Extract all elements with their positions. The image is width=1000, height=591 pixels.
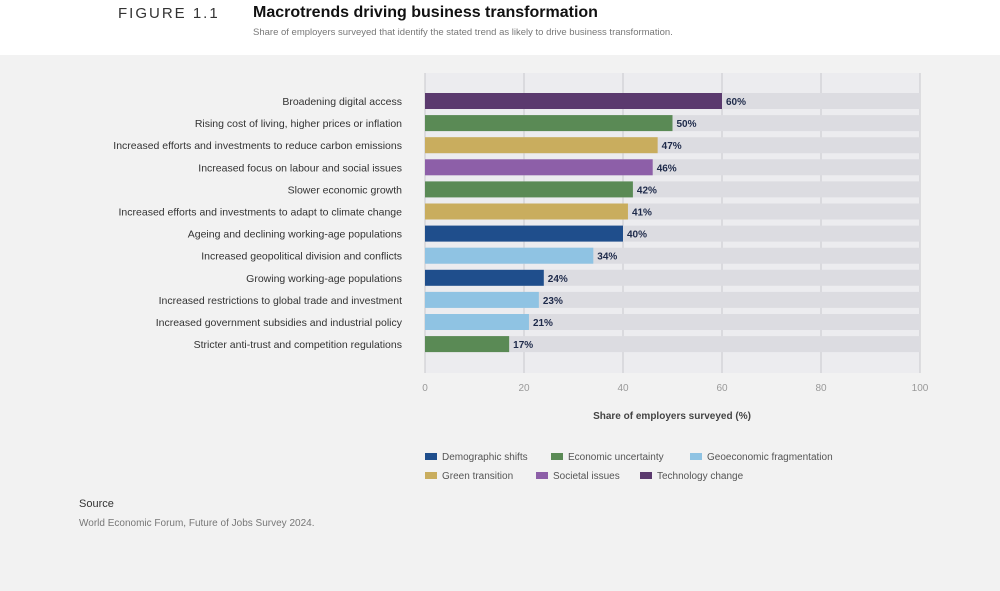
- legend-label: Geoeconomic fragmentation: [707, 452, 833, 463]
- source-heading: Source: [79, 498, 114, 510]
- category-label: Growing working-age populations: [246, 273, 402, 285]
- category-label: Stricter anti-trust and competition regu…: [194, 339, 402, 351]
- bar: [425, 336, 510, 353]
- bar: [425, 225, 623, 242]
- legend-swatch: [425, 453, 437, 460]
- figure-header: FIGURE 1.1 Macrotrends driving business …: [0, 0, 1000, 55]
- bar-track: [425, 291, 920, 308]
- data-label: 60%: [726, 97, 746, 108]
- bar: [425, 314, 529, 330]
- bar: [425, 269, 544, 286]
- x-tick-label: 20: [518, 383, 530, 394]
- legend-label: Societal issues: [553, 471, 620, 482]
- data-label: 21%: [533, 318, 553, 329]
- legend-swatch: [551, 453, 563, 460]
- bar-track: [425, 269, 920, 286]
- chart-panel: 0 20 40 60 80 100 Broadening digital access 60%…: [0, 55, 1000, 591]
- data-label: 50%: [677, 119, 697, 130]
- category-label: Ageing and declining working-age populat…: [188, 229, 402, 241]
- category-label: Increased focus on labour and social iss…: [198, 162, 402, 174]
- bar: [425, 203, 628, 220]
- data-label: 41%: [632, 208, 652, 219]
- legend-swatch: [536, 472, 548, 479]
- x-tick-label: 80: [815, 383, 827, 394]
- bar-track: [425, 314, 920, 330]
- legend-label: Demographic shifts: [442, 452, 528, 463]
- data-label: 34%: [597, 252, 617, 263]
- x-tick-label: 100: [912, 383, 929, 394]
- bar: [425, 93, 722, 109]
- data-label: 17%: [513, 340, 533, 351]
- category-label: Increased efforts and investments to ada…: [119, 207, 403, 219]
- x-tick-label: 40: [617, 383, 629, 394]
- data-label: 24%: [548, 274, 568, 285]
- category-label: Increased government subsidies and indus…: [156, 317, 403, 329]
- legend-swatch: [640, 472, 652, 479]
- legend-label: Technology change: [657, 471, 744, 482]
- bar: [425, 247, 594, 264]
- category-label: Broadening digital access: [282, 96, 402, 108]
- category-label: Increased geopolitical division and conf…: [201, 251, 402, 263]
- x-tick-label: 0: [422, 383, 428, 394]
- category-label: Slower economic growth: [288, 184, 403, 196]
- legend-swatch: [425, 472, 437, 479]
- category-label: Increased restrictions to global trade a…: [159, 295, 402, 307]
- legend-swatch: [690, 453, 702, 460]
- figure-label: FIGURE 1.1: [118, 5, 220, 22]
- data-label: 40%: [627, 230, 647, 241]
- data-label: 46%: [657, 163, 677, 174]
- category-label: Increased efforts and investments to red…: [113, 140, 402, 152]
- bar: [425, 291, 539, 308]
- bar: [425, 137, 658, 154]
- data-label: 23%: [543, 296, 563, 307]
- figure-title: Macrotrends driving business transformat…: [253, 4, 598, 21]
- category-label: Rising cost of living, higher prices or …: [195, 118, 402, 130]
- bar: [425, 159, 653, 176]
- legend-label: Economic uncertainty: [568, 452, 664, 463]
- data-label: 47%: [662, 141, 682, 152]
- source-text: World Economic Forum, Future of Jobs Sur…: [79, 518, 315, 529]
- bar-chart: 0 20 40 60 80 100 Broadening digital access 60%…: [113, 73, 929, 482]
- figure-subtitle: Share of employers surveyed that identif…: [253, 27, 673, 38]
- data-label: 42%: [637, 185, 657, 196]
- x-axis-title: Share of employers surveyed (%): [593, 411, 751, 422]
- x-tick-label: 60: [716, 383, 728, 394]
- bar: [425, 115, 673, 132]
- legend-label: Green transition: [442, 471, 513, 482]
- bar-track: [425, 336, 920, 353]
- bar: [425, 181, 633, 198]
